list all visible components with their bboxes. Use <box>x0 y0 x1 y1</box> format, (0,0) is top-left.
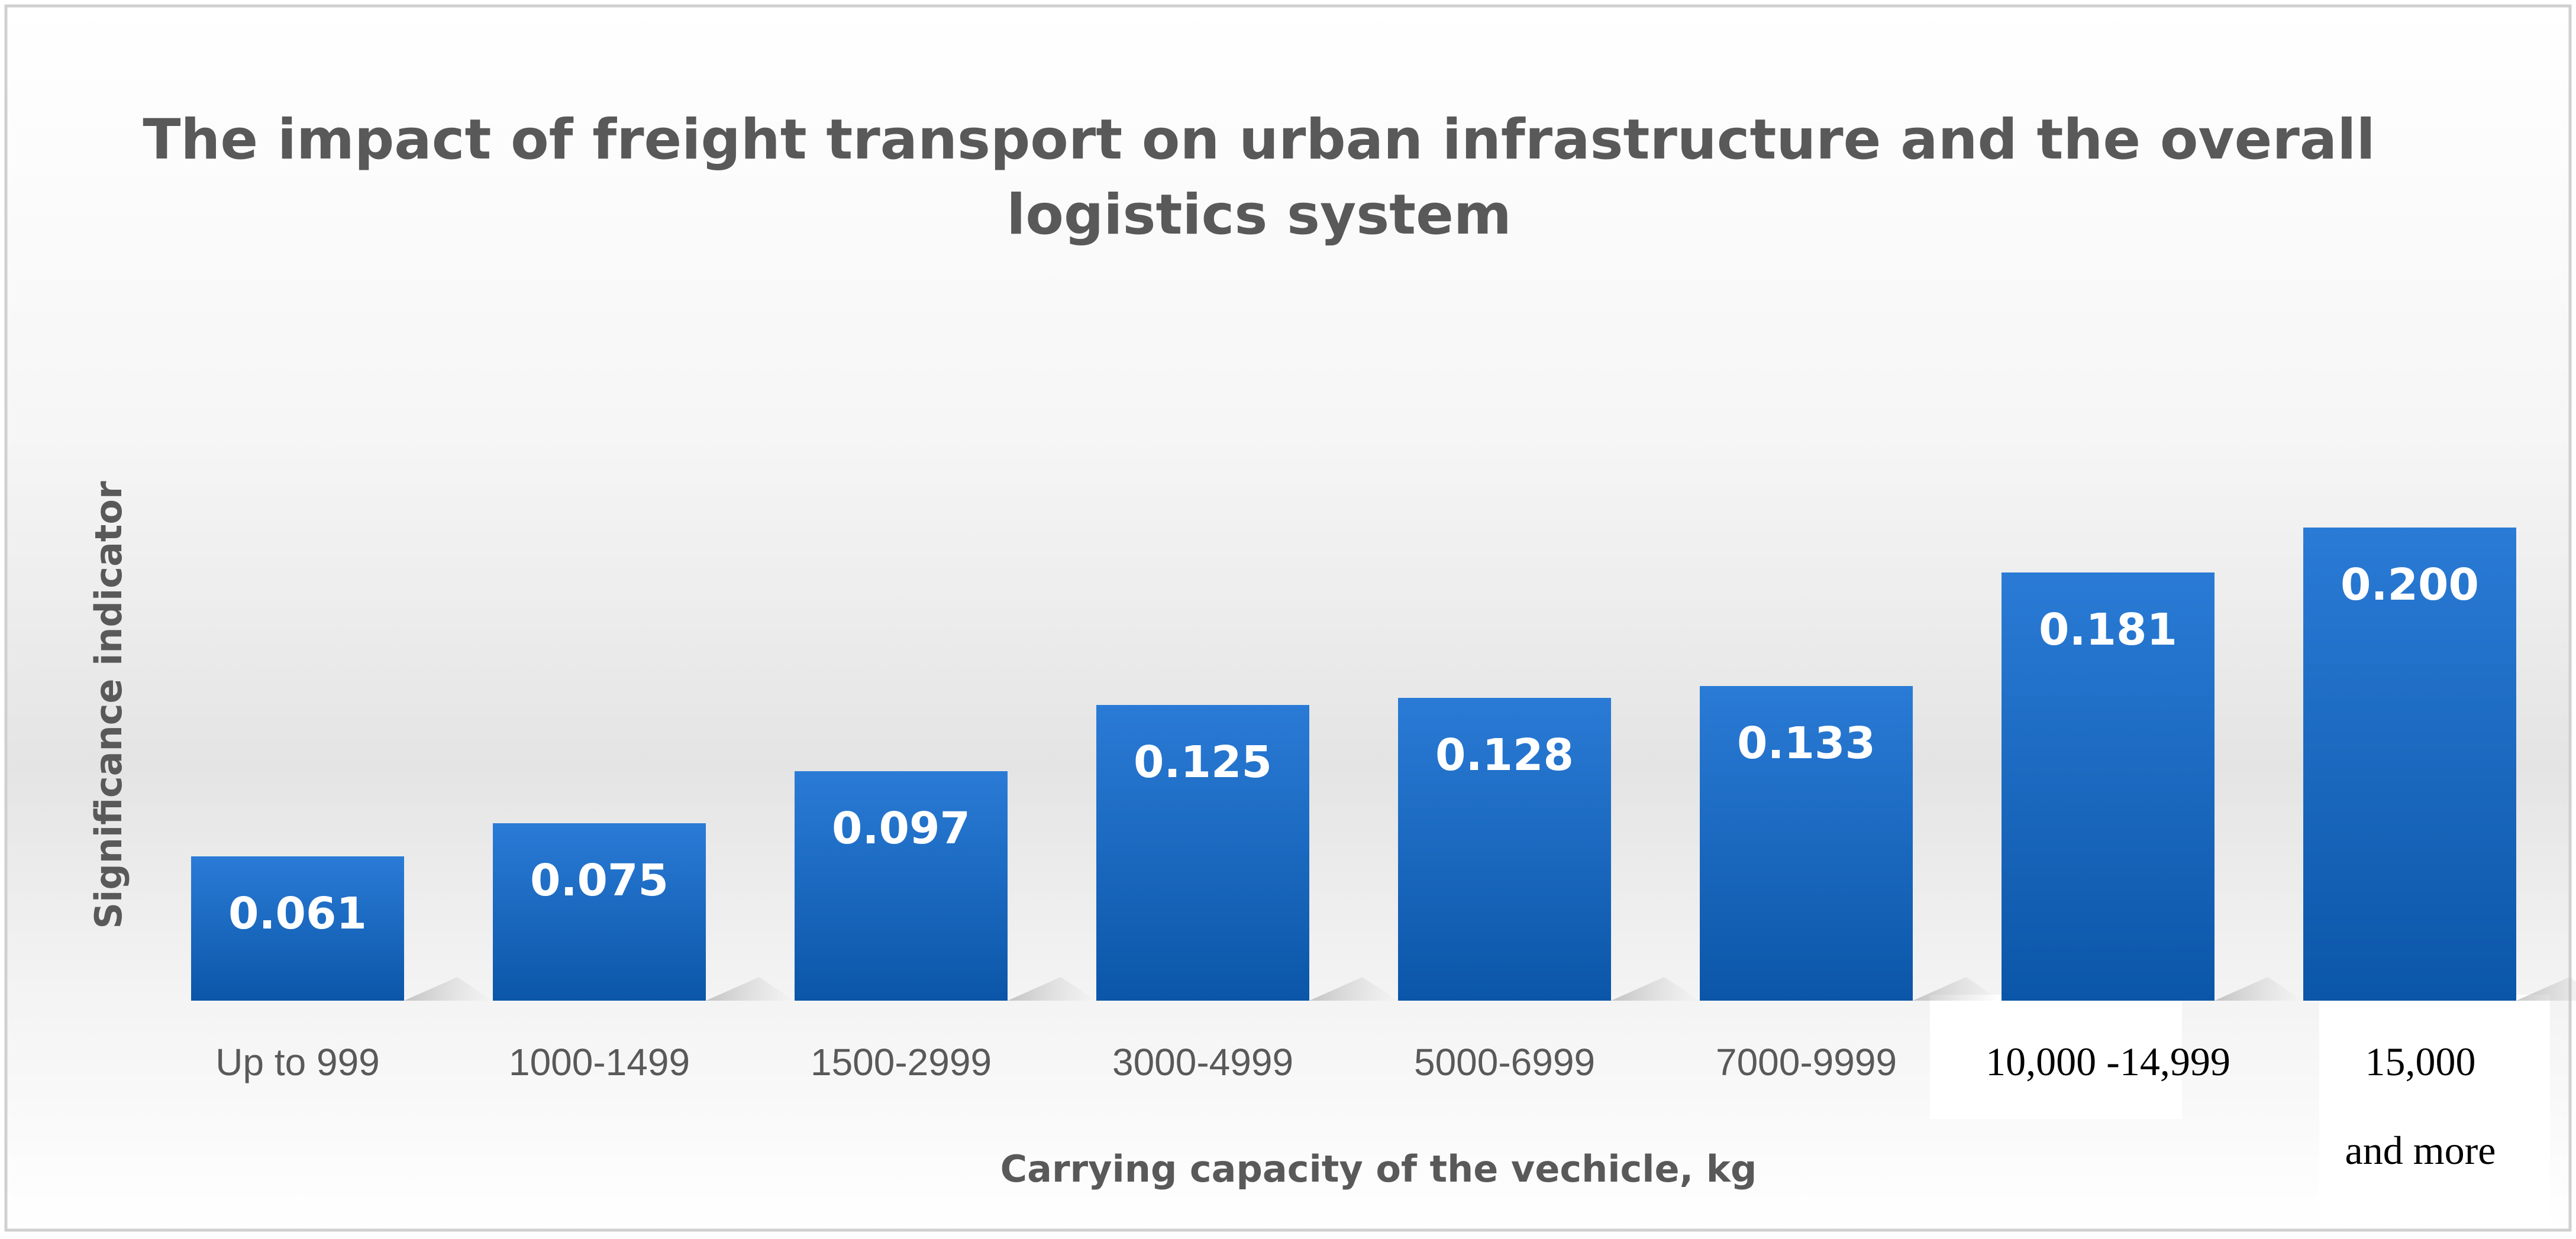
bar-shadow <box>1309 977 1398 1001</box>
bar-shadow <box>706 977 795 1001</box>
label-patch-8 <box>2319 995 2550 1227</box>
bar-1 <box>191 856 404 1001</box>
y-axis-title: Significance indicator <box>87 481 130 929</box>
bar-shadow <box>2215 977 2303 1001</box>
data-label-5: 0.128 <box>1435 730 1574 781</box>
bar-4 <box>1096 705 1309 1001</box>
label-patch-7 <box>1930 995 2182 1119</box>
bar-2 <box>493 823 706 1001</box>
chart-title-line-1: The impact of freight transport on urban… <box>143 108 2375 172</box>
bar-8 <box>2303 528 2516 1001</box>
x-tick-label-3: 1500-2999 <box>811 1041 992 1083</box>
x-tick-label-2: 1000-1499 <box>509 1041 690 1083</box>
x-tick-label-4: 3000-4999 <box>1112 1041 1293 1083</box>
x-tick-label-1: Up to 999 <box>215 1041 380 1083</box>
bar-shadow <box>2516 977 2576 1001</box>
bar-shadow <box>1611 977 1700 1001</box>
bar-shadow <box>1913 977 2002 1001</box>
bar-shadow <box>1008 977 1096 1001</box>
data-label-8: 0.200 <box>2341 559 2479 610</box>
x-tick-label-6: 7000-9999 <box>1716 1041 1897 1083</box>
bar-6 <box>1700 686 1913 1001</box>
x-tick-label-8: 15,000 and more <box>2345 1039 2496 1173</box>
data-label-2: 0.075 <box>530 855 669 906</box>
bar-7 <box>2002 572 2215 1001</box>
data-label-7: 0.181 <box>2039 604 2177 655</box>
chart-title-line-2: logistics system <box>1006 183 1512 247</box>
bar-5 <box>1398 698 1611 1001</box>
data-label-6: 0.133 <box>1737 718 1875 769</box>
x-tick-label-5: 5000-6999 <box>1414 1041 1595 1083</box>
data-label-4: 0.125 <box>1134 737 1272 788</box>
data-label-3: 0.097 <box>832 803 970 854</box>
bar-3 <box>795 771 1008 1001</box>
data-label-1: 0.061 <box>228 888 367 939</box>
bar-shadow <box>404 977 493 1001</box>
x-tick-label-7: 10,000 -14,999 <box>1986 1039 2230 1084</box>
x-axis-title: Carrying capacity of the vechicle, kg <box>1000 1147 1757 1191</box>
